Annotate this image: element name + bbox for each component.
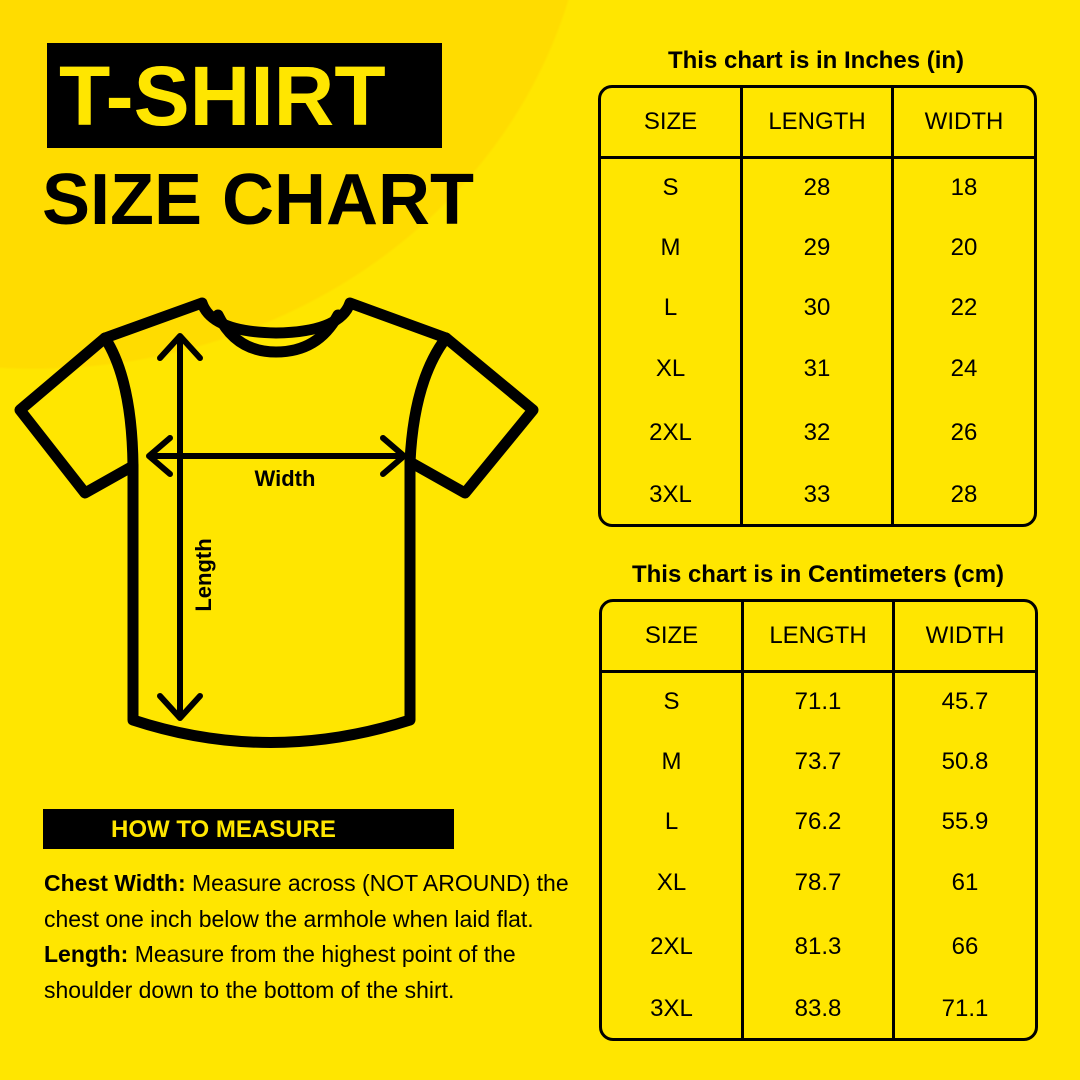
table-row: 3XL 33 28 (601, 466, 1034, 524)
tshirt-diagram: Width Length (14, 297, 539, 748)
table-cell: 30 (740, 278, 891, 338)
tshirt-armhole-left (99, 332, 139, 472)
table-cell: 18 (891, 159, 1034, 217)
cm-size-table: SIZE LENGTH WIDTH S 71.1 45.7 M 73.7 50.8 L 76.2 55… (599, 599, 1038, 1041)
inches-size-table: SIZE LENGTH WIDTH S 28 18 M 29 20 L 30 22 XL 31 24 2XL 3… (598, 85, 1037, 527)
table-cell: 29 (740, 217, 891, 278)
how-to-measure-heading: HOW TO MEASURE (111, 816, 336, 843)
column-header: LENGTH (741, 602, 892, 673)
table-cell: 73.7 (741, 731, 892, 792)
table-row: S 71.1 45.7 (602, 673, 1035, 731)
table-row: S 28 18 (601, 159, 1034, 217)
table-cell: XL (655, 355, 686, 382)
table-row: L 76.2 55.9 (602, 792, 1035, 852)
table-cell: 22 (891, 278, 1034, 338)
table-cell: 2XL (649, 419, 692, 446)
table-cell: 83.8 (741, 980, 892, 1038)
table-cell: 45.7 (892, 673, 1035, 731)
length-label-text: Length: (44, 941, 129, 967)
table-cell: 61 (892, 852, 1035, 914)
table-cell: 3XL (650, 995, 693, 1022)
tshirt-armhole-right (404, 332, 452, 468)
how-to-measure-banner: HOW TO MEASURE (43, 809, 454, 849)
table-row: L 30 22 (601, 278, 1034, 338)
width-label: Width (255, 466, 316, 491)
table-cell: 31 (740, 338, 891, 400)
chest-text: Measure across (NOT AROUND) the chest on… (44, 870, 569, 932)
column-header: SIZE (601, 88, 740, 159)
table-cell: 71.1 (892, 980, 1035, 1038)
table-cell: 26 (891, 400, 1034, 466)
chest-instruction: Chest Width: Measure across (NOT AROUND)… (44, 866, 584, 937)
table-cell: 66 (892, 914, 1035, 980)
table-row: XL 78.7 61 (602, 852, 1035, 914)
table-cell: 32 (740, 400, 891, 466)
length-text: Measure from the highest point of the sh… (44, 941, 516, 1003)
table-cell: 78.7 (741, 852, 892, 914)
column-header: WIDTH (891, 88, 1034, 159)
length-instruction: Length: Measure from the highest point o… (44, 937, 584, 1008)
table-cell: 28 (891, 466, 1034, 524)
table-cell: 24 (891, 338, 1034, 400)
table-cell: 76.2 (741, 792, 892, 852)
table-cell: 81.3 (741, 914, 892, 980)
cm-caption: This chart is in Centimeters (cm) (631, 561, 1005, 588)
table-row: 2XL 32 26 (601, 400, 1034, 466)
inches-caption: This chart is in Inches (in) (667, 47, 965, 74)
chest-label: Chest Width: (44, 870, 186, 896)
tshirt-collar (212, 309, 344, 358)
table-cell: 50.8 (892, 731, 1035, 792)
table-cell: 55.9 (892, 792, 1035, 852)
table-row: 3XL 83.8 71.1 (602, 980, 1035, 1038)
table-row: M 73.7 50.8 (602, 731, 1035, 792)
column-header: LENGTH (740, 88, 891, 159)
title-banner: T-SHIRT (47, 43, 442, 148)
table-cell: 3XL (649, 481, 692, 508)
table-cell: 20 (891, 217, 1034, 278)
table-cell: 28 (740, 159, 891, 217)
table-cell: L (663, 294, 678, 321)
table-cell: 2XL (650, 933, 693, 960)
table-header-row: SIZE LENGTH WIDTH (601, 88, 1034, 159)
table-cell: 71.1 (741, 673, 892, 731)
table-cell: S (662, 174, 679, 201)
table-cell: S (663, 688, 680, 715)
length-label: Length (191, 538, 216, 611)
title-line1: T-SHIRT (59, 49, 386, 143)
table-row: M 29 20 (601, 217, 1034, 278)
tshirt-outline (14, 297, 539, 748)
table-cell: L (664, 808, 679, 835)
table-cell: 33 (740, 466, 891, 524)
column-header: WIDTH (892, 602, 1035, 673)
table-cell: XL (656, 869, 687, 896)
table-header-row: SIZE LENGTH WIDTH (602, 602, 1035, 673)
title-line2: SIZE CHART (42, 160, 474, 240)
column-header: SIZE (602, 602, 741, 673)
table-cell: M (661, 747, 682, 775)
table-cell: M (660, 233, 681, 261)
table-row: 2XL 81.3 66 (602, 914, 1035, 980)
measure-instructions: Chest Width: Measure across (NOT AROUND)… (44, 866, 584, 1008)
table-row: XL 31 24 (601, 338, 1034, 400)
